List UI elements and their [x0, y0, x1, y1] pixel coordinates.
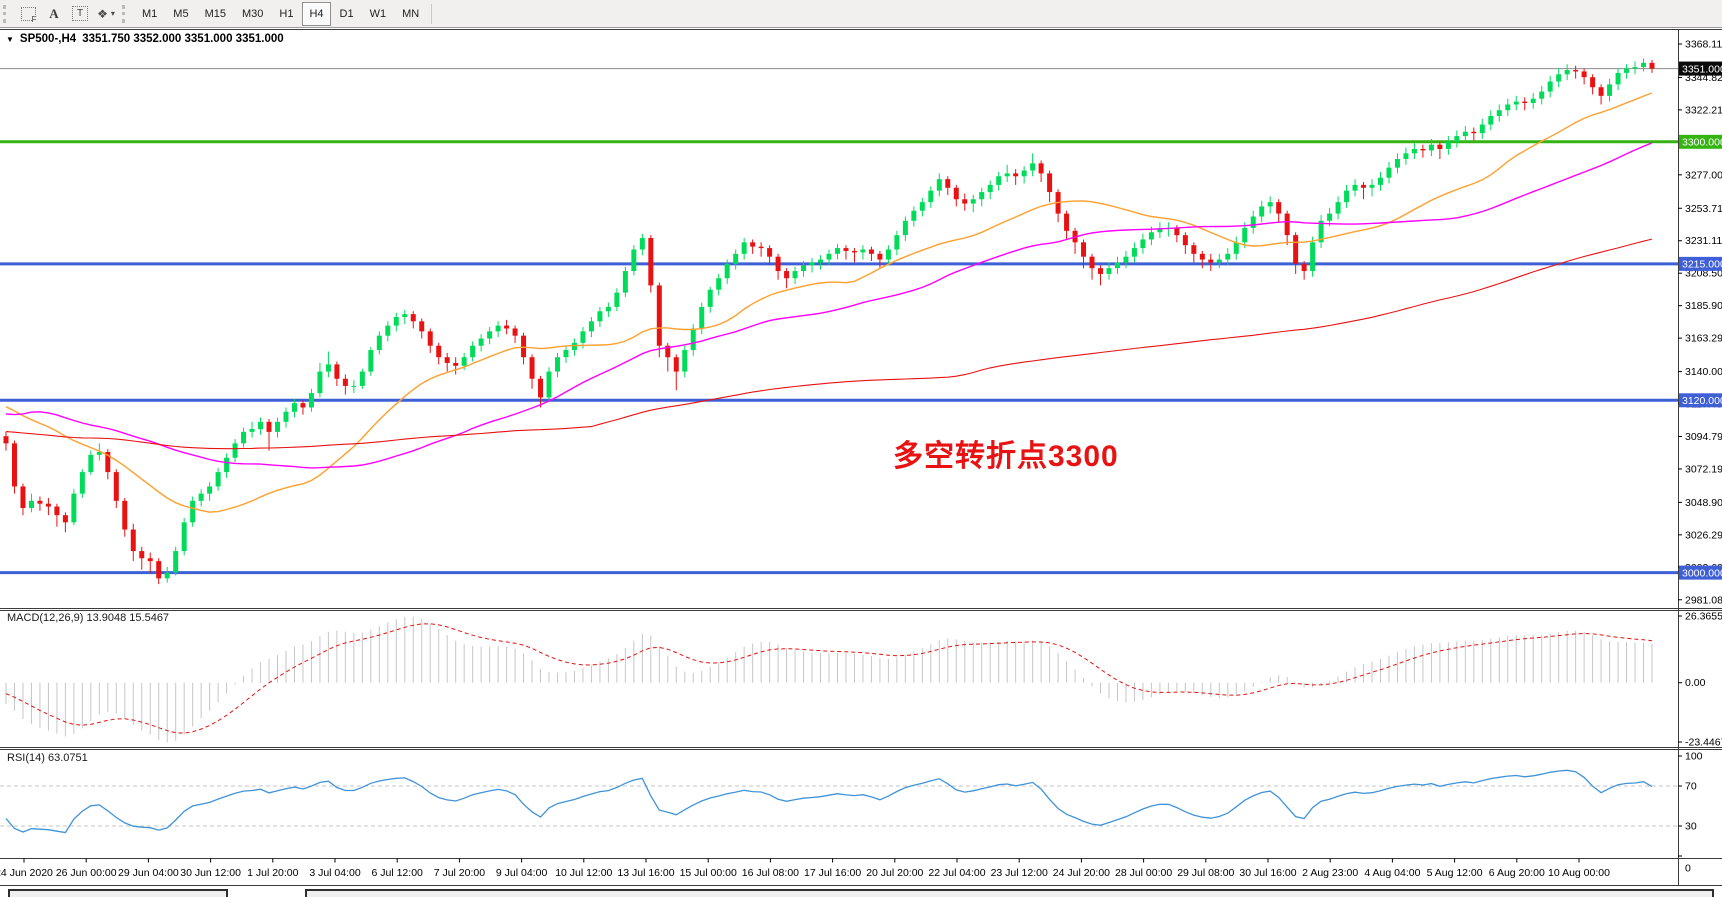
- svg-text:1 Jul 20:00: 1 Jul 20:00: [247, 867, 299, 879]
- svg-text:28 Jul 00:00: 28 Jul 00:00: [1115, 867, 1172, 879]
- svg-text:3140.005: 3140.005: [1685, 366, 1722, 378]
- svg-text:26.3655: 26.3655: [1685, 610, 1722, 622]
- svg-text:3368.110: 3368.110: [1685, 39, 1722, 51]
- svg-text:3300.000: 3300.000: [1682, 137, 1722, 149]
- timeframe-button-m5[interactable]: M5: [173, 7, 189, 20]
- timeframe-button-d1[interactable]: D1: [339, 7, 354, 20]
- svg-text:70: 70: [1685, 781, 1697, 793]
- symbol-period-label: SP500-,H4: [19, 33, 77, 45]
- svg-text:3120.000: 3120.000: [1682, 395, 1722, 407]
- toolbar-grip[interactable]: [122, 4, 129, 23]
- svg-text:17 Jul 16:00: 17 Jul 16:00: [804, 867, 861, 879]
- svg-text:7 Jul 20:00: 7 Jul 20:00: [434, 867, 486, 879]
- timeframe-button-m30[interactable]: M30: [241, 7, 264, 20]
- svg-text:22 Jul 04:00: 22 Jul 04:00: [928, 867, 985, 879]
- text-label-icon: A: [49, 5, 59, 21]
- svg-text:2981.085: 2981.085: [1685, 594, 1722, 606]
- svg-text:30 Jul 16:00: 30 Jul 16:00: [1239, 867, 1296, 879]
- svg-text:3 Jul 04:00: 3 Jul 04:00: [309, 867, 361, 879]
- arrows-tool-button[interactable]: ❖ ▾: [94, 2, 118, 26]
- svg-text:10 Jul 12:00: 10 Jul 12:00: [555, 867, 612, 879]
- svg-text:3185.900: 3185.900: [1685, 300, 1722, 312]
- arrows-icon: ❖: [97, 6, 108, 21]
- window-edge: [305, 889, 1714, 897]
- top-toolbar: F A T ❖ ▾ M1 M5 M15 M30 H1 H4 D1 W1 MN: [0, 0, 1722, 28]
- svg-text:6 Aug 20:00: 6 Aug 20:00: [1489, 867, 1545, 879]
- timeframe-button-h4[interactable]: H4: [302, 1, 331, 26]
- svg-text:24 Jul 20:00: 24 Jul 20:00: [1053, 867, 1110, 879]
- svg-text:20 Jul 20:00: 20 Jul 20:00: [866, 867, 923, 879]
- text-icon: T: [72, 6, 88, 21]
- svg-text:3163.295: 3163.295: [1685, 333, 1722, 345]
- ohlc-readout: 3351.750 3352.000 3351.000 3351.000: [82, 33, 284, 45]
- timeframe-button-h1[interactable]: H1: [279, 7, 294, 20]
- timeframe-button-m1[interactable]: M1: [142, 7, 158, 20]
- svg-text:3351.000: 3351.000: [1682, 63, 1722, 75]
- timeframe-button-w1[interactable]: W1: [369, 7, 387, 20]
- svg-text:3072.190: 3072.190: [1685, 463, 1722, 475]
- svg-text:15 Jul 00:00: 15 Jul 00:00: [680, 867, 737, 879]
- chart-title: ▼ SP500-,H4 3351.750 3352.000 3351.000 3…: [6, 33, 284, 45]
- svg-text:29 Jun 04:00: 29 Jun 04:00: [118, 867, 179, 879]
- svg-text:3322.215: 3322.215: [1685, 104, 1722, 116]
- chart-text-annotation: 多空转折点3300: [893, 440, 1119, 473]
- fibonacci-icon: F: [20, 6, 37, 24]
- svg-text:26 Jun 00:00: 26 Jun 00:00: [56, 867, 117, 879]
- text-tool-button[interactable]: T: [68, 2, 92, 26]
- timeframe-button-m15[interactable]: M15: [204, 7, 226, 20]
- svg-text:24 Jun 2020: 24 Jun 2020: [0, 867, 53, 879]
- collapse-triangle-icon[interactable]: ▼: [6, 34, 14, 44]
- svg-text:3094.795: 3094.795: [1685, 431, 1722, 443]
- fibonacci-tool-button[interactable]: F: [16, 2, 40, 26]
- svg-text:16 Jul 08:00: 16 Jul 08:00: [742, 867, 799, 879]
- svg-text:3253.715: 3253.715: [1685, 203, 1722, 215]
- svg-text:6 Jul 12:00: 6 Jul 12:00: [372, 867, 424, 879]
- timeframe-button-mn[interactable]: MN: [402, 7, 420, 20]
- svg-text:0.00: 0.00: [1685, 677, 1706, 689]
- svg-text:100: 100: [1685, 751, 1703, 763]
- svg-text:29 Jul 08:00: 29 Jul 08:00: [1177, 867, 1234, 879]
- svg-text:9 Jul 04:00: 9 Jul 04:00: [496, 867, 548, 879]
- chevron-down-icon: ▾: [110, 9, 115, 18]
- svg-text:4 Aug 04:00: 4 Aug 04:00: [1364, 867, 1420, 879]
- svg-text:3026.295: 3026.295: [1685, 529, 1722, 541]
- svg-text:3048.900: 3048.900: [1685, 497, 1722, 509]
- svg-text:3215.000: 3215.000: [1682, 259, 1722, 271]
- svg-text:3277.005: 3277.005: [1685, 169, 1722, 181]
- svg-text:0: 0: [1685, 863, 1691, 875]
- rsi-indicator-label: RSI(14) 63.0751: [7, 752, 88, 764]
- svg-text:3231.110: 3231.110: [1685, 235, 1722, 247]
- bottom-window-edges: [0, 886, 1722, 897]
- text-label-tool-button[interactable]: A: [42, 2, 66, 26]
- macd-indicator-label: MACD(12,26,9) 13.9048 15.5467: [7, 612, 170, 624]
- toolbar-separator: [431, 3, 433, 24]
- svg-text:3000.000: 3000.000: [1682, 567, 1722, 579]
- window-edge: [8, 889, 228, 897]
- svg-text:30: 30: [1685, 821, 1697, 833]
- svg-text:10 Aug 00:00: 10 Aug 00:00: [1548, 867, 1610, 879]
- timeframe-toolbar: M1 M5 M15 M30 H1 H4 D1 W1 MN: [134, 1, 427, 26]
- svg-text:13 Jul 16:00: 13 Jul 16:00: [617, 867, 674, 879]
- toolbar-grip[interactable]: [3, 4, 10, 23]
- svg-text:23 Jul 12:00: 23 Jul 12:00: [991, 867, 1048, 879]
- svg-text:5 Aug 12:00: 5 Aug 12:00: [1427, 867, 1483, 879]
- svg-text:30 Jun 12:00: 30 Jun 12:00: [180, 867, 241, 879]
- svg-text:2 Aug 23:00: 2 Aug 23:00: [1302, 867, 1358, 879]
- svg-text:-23.4467: -23.4467: [1685, 737, 1722, 749]
